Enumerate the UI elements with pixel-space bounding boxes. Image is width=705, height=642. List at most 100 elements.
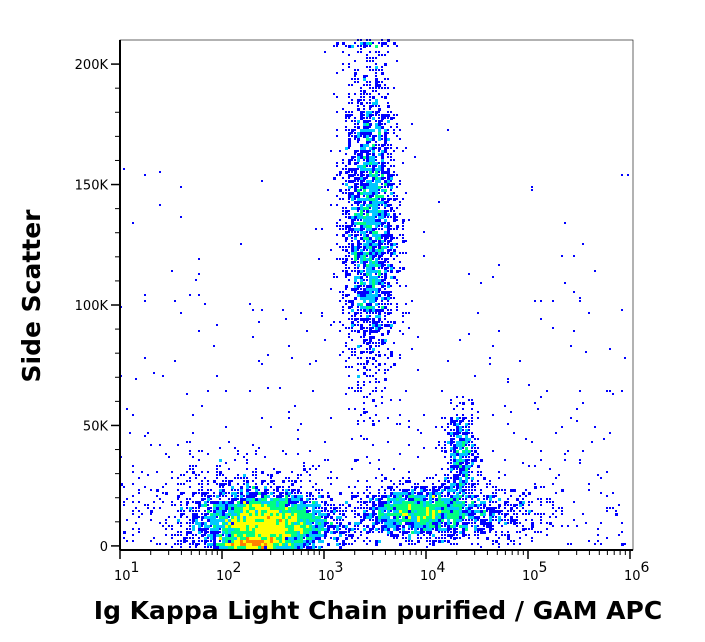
density-cell bbox=[390, 309, 392, 311]
density-cell bbox=[387, 261, 389, 263]
density-cell bbox=[369, 42, 372, 45]
density-cell bbox=[399, 204, 401, 206]
density-cell bbox=[327, 513, 330, 516]
density-cell bbox=[351, 222, 354, 225]
density-cell bbox=[408, 489, 410, 491]
density-cell bbox=[384, 234, 387, 237]
density-cell bbox=[606, 390, 608, 392]
density-cell bbox=[441, 525, 443, 527]
density-cell bbox=[258, 546, 261, 549]
density-cell bbox=[381, 72, 384, 75]
density-cell bbox=[366, 360, 369, 363]
density-cell bbox=[396, 495, 399, 498]
density-cell bbox=[390, 492, 393, 495]
density-cell bbox=[453, 528, 456, 531]
density-cell bbox=[402, 516, 405, 519]
density-cell bbox=[387, 270, 389, 272]
density-cell bbox=[450, 432, 453, 435]
density-cell bbox=[285, 492, 288, 495]
density-cell bbox=[495, 486, 497, 488]
density-cell bbox=[540, 531, 542, 533]
density-cell bbox=[219, 492, 222, 495]
density-cell bbox=[375, 252, 378, 255]
density-cell bbox=[237, 513, 240, 516]
density-cell bbox=[477, 447, 479, 449]
density-cell bbox=[357, 324, 359, 326]
density-cell bbox=[480, 507, 482, 509]
density-cell bbox=[378, 276, 380, 278]
density-cell bbox=[468, 477, 470, 479]
density-cell bbox=[615, 513, 618, 516]
density-cell bbox=[528, 501, 530, 503]
density-cell bbox=[315, 504, 318, 507]
density-cell bbox=[387, 87, 389, 89]
density-cell bbox=[423, 507, 426, 510]
density-cell bbox=[186, 471, 188, 473]
density-cell bbox=[360, 48, 362, 50]
density-cell bbox=[381, 507, 384, 510]
density-cell bbox=[453, 477, 456, 480]
density-cell bbox=[366, 174, 369, 177]
density-cell bbox=[555, 516, 557, 518]
density-cell bbox=[357, 294, 360, 297]
density-cell bbox=[273, 516, 276, 519]
density-cell bbox=[384, 315, 386, 317]
density-cell bbox=[513, 522, 516, 525]
density-cell bbox=[378, 198, 380, 200]
density-cell bbox=[378, 363, 381, 366]
density-cell bbox=[234, 477, 236, 479]
density-cell bbox=[402, 504, 405, 507]
density-cell bbox=[207, 534, 210, 537]
density-cell bbox=[345, 231, 348, 234]
density-cell bbox=[360, 249, 363, 252]
density-cell bbox=[288, 345, 290, 347]
density-cell bbox=[255, 471, 257, 473]
density-cell bbox=[243, 480, 245, 482]
density-cell bbox=[261, 528, 264, 531]
density-cell bbox=[375, 342, 377, 344]
density-cell bbox=[366, 357, 368, 359]
density-cell bbox=[480, 531, 483, 534]
density-cell bbox=[381, 216, 384, 219]
density-cell bbox=[465, 462, 468, 465]
density-cell bbox=[369, 279, 372, 282]
density-cell bbox=[342, 228, 344, 230]
density-cell bbox=[465, 441, 468, 444]
density-cell bbox=[417, 483, 419, 485]
density-cell bbox=[234, 525, 237, 528]
density-cell bbox=[381, 204, 383, 206]
density-cell bbox=[345, 216, 347, 218]
density-cell bbox=[123, 504, 125, 506]
density-cell bbox=[378, 315, 381, 318]
density-cell bbox=[159, 543, 161, 545]
density-cell bbox=[258, 516, 261, 519]
density-cell bbox=[375, 123, 378, 126]
density-cell bbox=[381, 159, 384, 162]
density-cell bbox=[423, 528, 426, 531]
density-cell bbox=[408, 531, 410, 533]
density-cell bbox=[222, 513, 225, 516]
density-cell bbox=[378, 111, 380, 113]
density-cell bbox=[393, 267, 395, 269]
density-cell bbox=[381, 390, 383, 392]
density-cell bbox=[393, 114, 395, 116]
x-tick-label: 104 bbox=[420, 560, 446, 584]
density-cell bbox=[354, 207, 357, 210]
density-cell bbox=[375, 159, 377, 161]
density-cell bbox=[369, 219, 372, 222]
density-cell bbox=[390, 216, 392, 218]
density-cell bbox=[195, 465, 197, 467]
density-cell bbox=[375, 195, 378, 198]
density-cell bbox=[468, 507, 471, 510]
density-cell bbox=[363, 234, 366, 237]
density-cell bbox=[375, 219, 378, 222]
density-cell bbox=[294, 495, 297, 498]
density-cell bbox=[375, 192, 378, 195]
density-cell bbox=[381, 321, 383, 323]
density-cell bbox=[396, 522, 399, 525]
density-cell bbox=[192, 465, 194, 467]
density-cell bbox=[366, 456, 368, 458]
density-cell bbox=[435, 447, 437, 449]
density-cell bbox=[489, 519, 492, 522]
density-cell bbox=[378, 42, 380, 44]
